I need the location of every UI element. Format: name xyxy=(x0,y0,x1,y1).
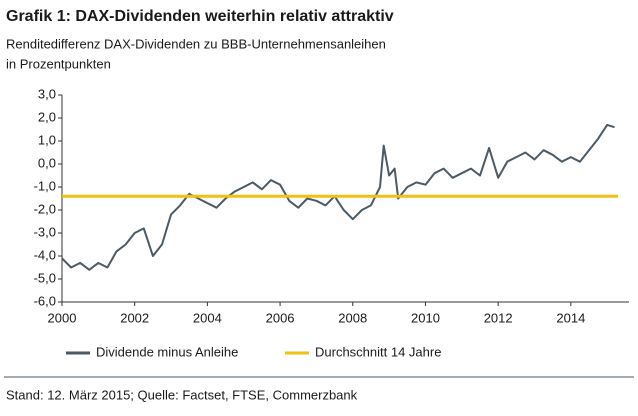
x-tick-label: 2002 xyxy=(120,310,149,325)
y-tick-label: 1,0 xyxy=(38,132,56,147)
chart-subtitle: Renditedifferenz DAX-Dividenden zu BBB-U… xyxy=(6,36,386,51)
x-tick-label: 2000 xyxy=(48,310,77,325)
chart-title: Grafik 1: DAX-Dividenden weiterhin relat… xyxy=(6,8,394,25)
x-tick-label: 2014 xyxy=(556,310,585,325)
y-tick-label: -1,0 xyxy=(34,178,56,193)
y-tick-label: -2,0 xyxy=(34,201,56,216)
y-tick-label: -3,0 xyxy=(34,224,56,239)
y-tick-label: -4,0 xyxy=(34,247,56,262)
x-tick-label: 2012 xyxy=(484,310,513,325)
legend-label: Dividende minus Anleihe xyxy=(96,344,238,359)
y-tick-label: 0,0 xyxy=(38,155,56,170)
x-tick-label: 2008 xyxy=(338,310,367,325)
y-tick-label: -6,0 xyxy=(34,293,56,308)
x-tick-label: 2006 xyxy=(266,310,295,325)
legend-label: Durchschnitt 14 Jahre xyxy=(315,344,441,359)
footer: Stand: 12. März 2015; Quelle: Factset, F… xyxy=(6,387,358,402)
chart-subtitle: in Prozentpunkten xyxy=(6,56,111,71)
y-tick-label: 2,0 xyxy=(38,109,56,124)
series-line xyxy=(61,123,615,271)
x-tick-label: 2004 xyxy=(193,310,222,325)
y-tick-label: -5,0 xyxy=(34,270,56,285)
y-tick-label: 3,0 xyxy=(38,86,56,101)
x-tick-label: 2010 xyxy=(411,310,440,325)
